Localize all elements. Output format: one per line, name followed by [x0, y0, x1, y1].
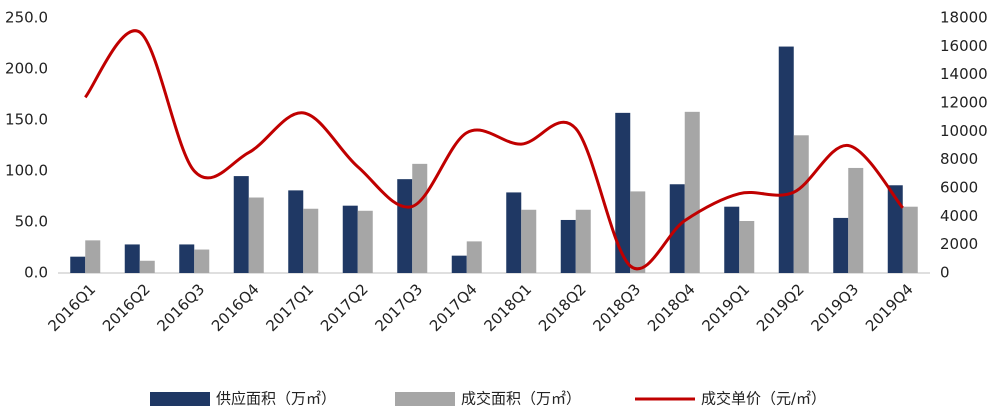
bar	[139, 260, 155, 273]
bar	[724, 206, 740, 273]
x-tick-label: 2017Q2	[317, 280, 372, 335]
x-tick-label: 2016Q4	[208, 280, 263, 335]
y-tick-label: 250.0	[5, 9, 48, 27]
x-tick-label: 2019Q4	[862, 280, 917, 335]
x-tick-label: 2018Q3	[589, 280, 644, 335]
bar	[778, 46, 794, 274]
bar	[887, 185, 903, 273]
legend-swatch	[395, 392, 455, 406]
y-tick-label: 0.0	[24, 264, 48, 282]
x-tick-label: 2018Q4	[644, 280, 699, 335]
y-tick-label: 50.0	[15, 213, 48, 231]
y2-tick-label: 14000	[940, 65, 988, 83]
legend-swatch	[150, 392, 210, 406]
x-tick-label: 2019Q3	[807, 280, 862, 335]
y2-tick-label: 18000	[940, 9, 988, 27]
bar	[506, 192, 522, 273]
legend-label: 成交面积（万㎡）	[461, 390, 581, 408]
y-tick-label: 150.0	[5, 111, 48, 129]
bar	[357, 210, 373, 273]
x-tick-label: 2016Q2	[99, 280, 154, 335]
y2-tick-label: 16000	[940, 37, 988, 55]
bar	[630, 191, 646, 273]
y-tick-label: 200.0	[5, 60, 48, 78]
x-tick-label: 2019Q1	[698, 280, 753, 335]
bar	[466, 241, 482, 273]
bar	[451, 255, 467, 273]
y2-tick-label: 4000	[940, 207, 978, 225]
x-tick-label: 2017Q1	[262, 280, 317, 335]
bar	[615, 112, 631, 273]
bar	[560, 219, 576, 273]
legend-label: 供应面积（万㎡）	[216, 390, 336, 408]
y2-tick-label: 12000	[940, 94, 988, 112]
bar	[70, 256, 86, 273]
y2-tick-label: 10000	[940, 122, 988, 140]
bar	[397, 179, 413, 273]
bar	[303, 208, 319, 273]
bar	[85, 240, 101, 273]
bar	[684, 111, 700, 273]
y2-tick-label: 6000	[940, 179, 978, 197]
x-tick-label: 2018Q1	[480, 280, 535, 335]
bar	[902, 206, 918, 273]
x-tick-label: 2017Q4	[426, 280, 481, 335]
line	[84, 29, 904, 271]
x-tick-label: 2017Q3	[371, 280, 426, 335]
x-tick-label: 2019Q2	[753, 280, 808, 335]
bar	[521, 209, 537, 273]
bar	[793, 135, 809, 273]
bar	[739, 220, 755, 273]
bar	[833, 217, 849, 273]
legend-label: 成交单价（元/㎡）	[701, 390, 826, 408]
bar	[194, 249, 210, 273]
bar	[233, 176, 249, 273]
bar	[288, 190, 304, 273]
bar	[124, 244, 140, 273]
bar	[412, 163, 428, 273]
x-tick-label: 2016Q3	[153, 280, 208, 335]
x-tick-label: 2016Q1	[44, 280, 99, 335]
x-tick-label: 2018Q2	[535, 280, 590, 335]
bar	[342, 205, 358, 273]
bar	[848, 167, 864, 273]
y2-tick-label: 2000	[940, 235, 978, 253]
y2-tick-label: 0	[940, 264, 950, 282]
bar	[248, 197, 264, 273]
bar	[179, 244, 195, 273]
bar	[575, 209, 591, 273]
y-tick-label: 100.0	[5, 162, 48, 180]
y2-tick-label: 8000	[940, 150, 978, 168]
